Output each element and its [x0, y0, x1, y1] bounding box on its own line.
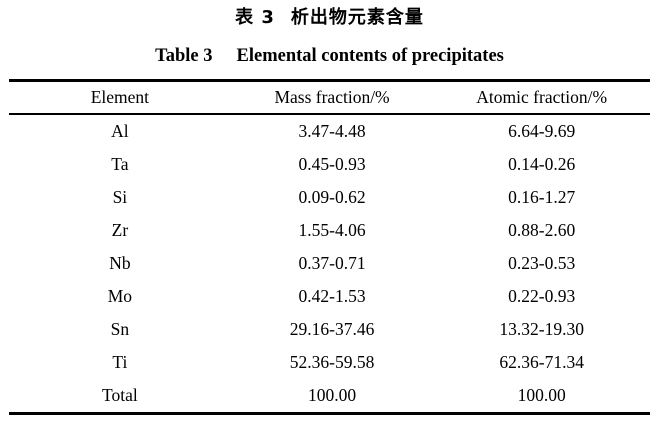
cell-atomic-fraction: 100.00 — [517, 385, 566, 405]
table-row: Zr 1.55-4.06 0.88-2.60 — [9, 214, 650, 247]
cell-mass-fraction: 0.09-0.62 — [298, 187, 366, 207]
cell-atomic-fraction: 0.23-0.53 — [508, 253, 576, 273]
table-caption-chinese: 表 3 析出物元素含量 — [0, 6, 659, 30]
table-row: Si 0.09-0.62 0.16-1.27 — [9, 181, 650, 214]
table-row: Al 3.47-4.48 6.64-9.69 — [9, 114, 650, 148]
cell-atomic-fraction: 0.88-2.60 — [508, 220, 576, 240]
cell-mass-fraction: 3.47-4.48 — [298, 121, 366, 141]
table-row: Ta 0.45-0.93 0.14-0.26 — [9, 148, 650, 181]
cell-atomic-fraction: 0.22-0.93 — [508, 286, 576, 306]
cell-element: Sn — [110, 319, 130, 339]
cell-mass-fraction: 29.16-37.46 — [289, 319, 375, 339]
cell-element: Nb — [109, 253, 131, 273]
table-row: Sn 29.16-37.46 13.32-19.30 — [9, 313, 650, 346]
table-caption-text-zh: 析出物元素含量 — [290, 7, 424, 28]
cell-atomic-fraction: 13.32-19.30 — [499, 319, 584, 339]
cell-atomic-fraction: 62.36-71.34 — [499, 352, 584, 372]
column-header-element: Element — [90, 87, 150, 107]
cell-mass-fraction: 100.00 — [307, 385, 357, 405]
cell-mass-fraction: 0.42-1.53 — [298, 286, 366, 306]
table-row: Nb 0.37-0.71 0.23-0.53 — [9, 247, 650, 280]
table-row-total: Total 100.00 100.00 — [9, 379, 650, 414]
cell-element: Mo — [107, 286, 133, 306]
cell-element: Zr — [111, 220, 129, 240]
table-number-zh: 表 3 — [235, 7, 275, 28]
cell-mass-fraction: 0.45-0.93 — [298, 154, 366, 174]
table-caption-english: Table 3 Elemental contents of precipitate… — [0, 44, 659, 69]
cell-mass-fraction: 1.55-4.06 — [298, 220, 366, 240]
cell-element: Ta — [111, 154, 129, 174]
cell-atomic-fraction: 0.16-1.27 — [508, 187, 576, 207]
table-number-en: Table 3 — [155, 46, 213, 66]
cell-mass-fraction: 52.36-59.58 — [289, 352, 375, 372]
cell-atomic-fraction: 6.64-9.69 — [508, 121, 576, 141]
elemental-contents-table: Element Mass fraction/% Atomic fraction/… — [9, 79, 650, 415]
column-header-atomic-fraction: Atomic fraction/% — [476, 87, 608, 107]
header-row: Element Mass fraction/% Atomic fraction/… — [9, 81, 650, 114]
table-row: Mo 0.42-1.53 0.22-0.93 — [9, 280, 650, 313]
cell-element: Si — [112, 187, 128, 207]
cell-atomic-fraction: 0.14-0.26 — [508, 154, 576, 174]
cell-element: Al — [111, 121, 129, 141]
column-header-mass-fraction: Mass fraction/% — [274, 87, 390, 107]
cell-mass-fraction: 0.37-0.71 — [298, 253, 366, 273]
cell-element: Ti — [112, 352, 128, 372]
table-row: Ti 52.36-59.58 62.36-71.34 — [9, 346, 650, 379]
cell-element: Total — [102, 385, 138, 405]
table-caption-text-en: Elemental contents of precipitates — [236, 46, 504, 66]
